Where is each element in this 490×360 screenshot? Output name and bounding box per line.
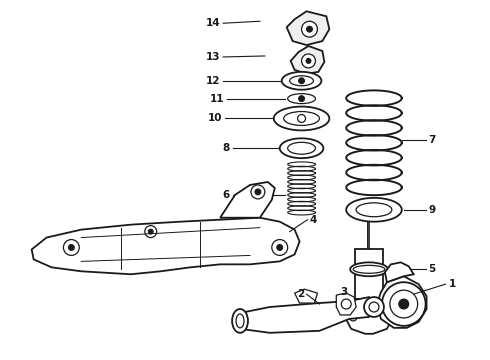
Polygon shape: [287, 11, 329, 45]
Polygon shape: [385, 262, 414, 282]
Text: 13: 13: [206, 52, 220, 62]
Ellipse shape: [284, 112, 319, 125]
Circle shape: [349, 313, 357, 321]
Ellipse shape: [232, 309, 248, 333]
Polygon shape: [343, 299, 395, 334]
Text: 1: 1: [448, 279, 456, 289]
Polygon shape: [336, 293, 356, 315]
Text: 12: 12: [206, 76, 220, 86]
Ellipse shape: [356, 203, 392, 217]
Text: 10: 10: [208, 113, 222, 123]
Circle shape: [390, 290, 417, 318]
Circle shape: [306, 58, 311, 63]
Circle shape: [148, 229, 153, 234]
Circle shape: [255, 189, 261, 195]
Text: 7: 7: [429, 135, 436, 145]
Circle shape: [272, 239, 288, 255]
Polygon shape: [355, 249, 383, 299]
Circle shape: [364, 297, 384, 317]
Polygon shape: [32, 218, 299, 274]
Circle shape: [399, 299, 409, 309]
Polygon shape: [377, 276, 427, 328]
Polygon shape: [294, 289, 318, 303]
Text: 14: 14: [206, 18, 220, 28]
Circle shape: [369, 302, 379, 312]
Text: 2: 2: [297, 289, 305, 299]
Ellipse shape: [353, 265, 385, 273]
Ellipse shape: [280, 138, 323, 158]
Circle shape: [381, 313, 389, 321]
Circle shape: [382, 282, 426, 326]
Ellipse shape: [350, 262, 388, 276]
Circle shape: [277, 244, 283, 251]
Ellipse shape: [274, 107, 329, 130]
Text: 8: 8: [223, 143, 230, 153]
Text: 6: 6: [223, 190, 230, 200]
Circle shape: [297, 114, 306, 122]
Ellipse shape: [282, 72, 321, 90]
Polygon shape: [240, 297, 377, 333]
Polygon shape: [291, 46, 324, 74]
Ellipse shape: [346, 198, 402, 222]
Circle shape: [145, 226, 157, 238]
Text: 3: 3: [341, 287, 348, 297]
Ellipse shape: [288, 94, 316, 104]
Circle shape: [251, 185, 265, 199]
Ellipse shape: [288, 142, 316, 154]
Text: 9: 9: [429, 205, 436, 215]
Circle shape: [301, 21, 318, 37]
Polygon shape: [220, 182, 275, 218]
Circle shape: [307, 26, 313, 32]
Circle shape: [341, 299, 351, 309]
Circle shape: [301, 54, 316, 68]
Circle shape: [298, 96, 305, 102]
Text: 11: 11: [210, 94, 224, 104]
Circle shape: [298, 78, 305, 84]
Circle shape: [63, 239, 79, 255]
Circle shape: [69, 244, 74, 251]
Ellipse shape: [236, 314, 244, 328]
Ellipse shape: [290, 76, 314, 86]
Text: 4: 4: [310, 215, 317, 225]
Text: 5: 5: [429, 264, 436, 274]
